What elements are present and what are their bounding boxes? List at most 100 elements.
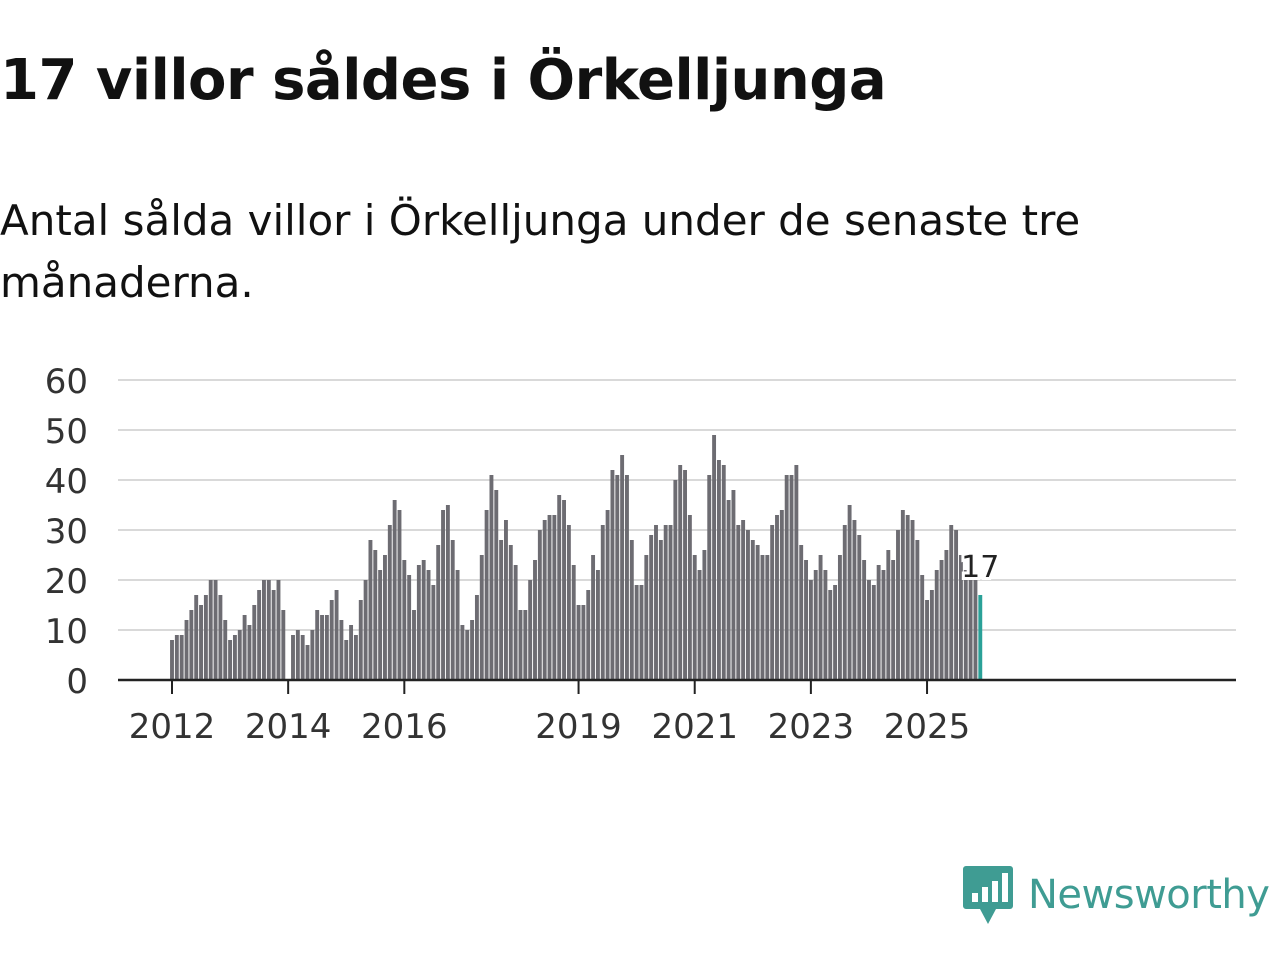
bar	[329, 600, 334, 680]
bar	[818, 555, 823, 680]
bar	[920, 575, 925, 680]
bar	[707, 475, 712, 680]
bar	[658, 540, 663, 680]
bar	[775, 515, 779, 680]
bar	[968, 575, 973, 680]
bar	[266, 580, 271, 680]
bar	[779, 510, 784, 680]
bar	[847, 505, 852, 680]
bar	[194, 595, 199, 680]
bar	[837, 555, 842, 680]
bar	[799, 545, 804, 680]
bar	[687, 515, 692, 680]
bar	[934, 570, 939, 680]
bar	[673, 480, 678, 680]
x-tick-label: 2021	[651, 707, 738, 747]
bar	[450, 540, 455, 680]
bar	[455, 570, 460, 680]
bar	[615, 475, 620, 680]
bar	[494, 490, 499, 680]
x-tick-label: 2023	[768, 707, 855, 747]
bar	[295, 630, 300, 680]
brand-name: Newsworthy	[1028, 872, 1270, 918]
bar	[315, 610, 320, 680]
bar	[808, 580, 813, 680]
bar	[639, 585, 644, 680]
bar-chart: 0 10 20 30 40 50 60 17 2012 2014 2016 2019 2021 2023 2…	[45, 362, 1236, 747]
bar	[610, 470, 615, 680]
bar	[562, 500, 566, 680]
bar	[213, 580, 218, 680]
bar	[697, 570, 702, 680]
bar	[252, 605, 257, 680]
bar	[789, 475, 794, 680]
bar	[310, 630, 315, 680]
brand-logo: Newsworthy	[962, 864, 1270, 926]
bar	[702, 550, 707, 680]
bar	[842, 525, 847, 680]
bar	[900, 510, 905, 680]
bar	[513, 565, 518, 680]
bar	[170, 640, 174, 680]
bar	[324, 615, 329, 680]
bar	[949, 525, 954, 680]
bar	[566, 525, 571, 680]
axis-labels: 0 10 20 30 40 50 60 17 2012 2014 2016 2019 2021 2023 2…	[45, 362, 1003, 747]
bar	[581, 605, 586, 680]
bar	[378, 570, 383, 680]
bar	[765, 555, 770, 680]
bars	[170, 435, 983, 680]
bar	[358, 600, 363, 680]
bar	[416, 565, 421, 680]
bar	[189, 610, 194, 680]
bar	[407, 575, 412, 680]
bar	[867, 580, 871, 680]
bar	[291, 635, 295, 680]
bar	[523, 610, 528, 680]
bar	[353, 635, 358, 680]
x-tick-label: 2016	[361, 707, 448, 747]
bar	[784, 475, 789, 680]
bar	[373, 550, 378, 680]
x-tick-label: 2012	[129, 707, 216, 747]
bar	[199, 605, 203, 680]
bar	[320, 615, 324, 680]
bar	[586, 590, 591, 680]
bar	[663, 525, 668, 680]
bar	[929, 590, 934, 680]
newsworthy-logo-icon	[963, 866, 1013, 924]
bar	[460, 625, 465, 680]
bar	[499, 540, 504, 680]
bar	[528, 580, 533, 680]
bar	[441, 510, 445, 680]
chart-subtitle: Antal sålda villor i Örkelljunga under d…	[0, 196, 1081, 307]
bar	[281, 610, 286, 680]
bar	[958, 555, 963, 680]
bar	[876, 565, 881, 680]
bar	[203, 595, 208, 680]
bar	[881, 570, 886, 680]
bar	[363, 580, 368, 680]
bar	[794, 465, 799, 680]
x-axis-ticks	[171, 680, 929, 694]
chart-title: 17 villor såldes i Örkelljunga	[0, 48, 887, 113]
bar	[387, 525, 392, 680]
bar	[383, 555, 387, 680]
bar	[804, 560, 808, 680]
bar	[257, 590, 262, 680]
bar	[692, 555, 697, 680]
bar	[242, 615, 247, 680]
bar	[731, 490, 736, 680]
bar	[595, 570, 600, 680]
bar	[300, 635, 305, 680]
bar	[862, 560, 867, 680]
bar	[915, 540, 920, 680]
bar	[813, 570, 818, 680]
bar	[426, 570, 431, 680]
y-tick-label: 50	[45, 412, 88, 452]
x-tick-label: 2019	[535, 707, 622, 747]
y-tick-label: 20	[45, 562, 88, 602]
bar	[368, 540, 373, 680]
bar	[871, 585, 876, 680]
bar	[726, 500, 731, 680]
